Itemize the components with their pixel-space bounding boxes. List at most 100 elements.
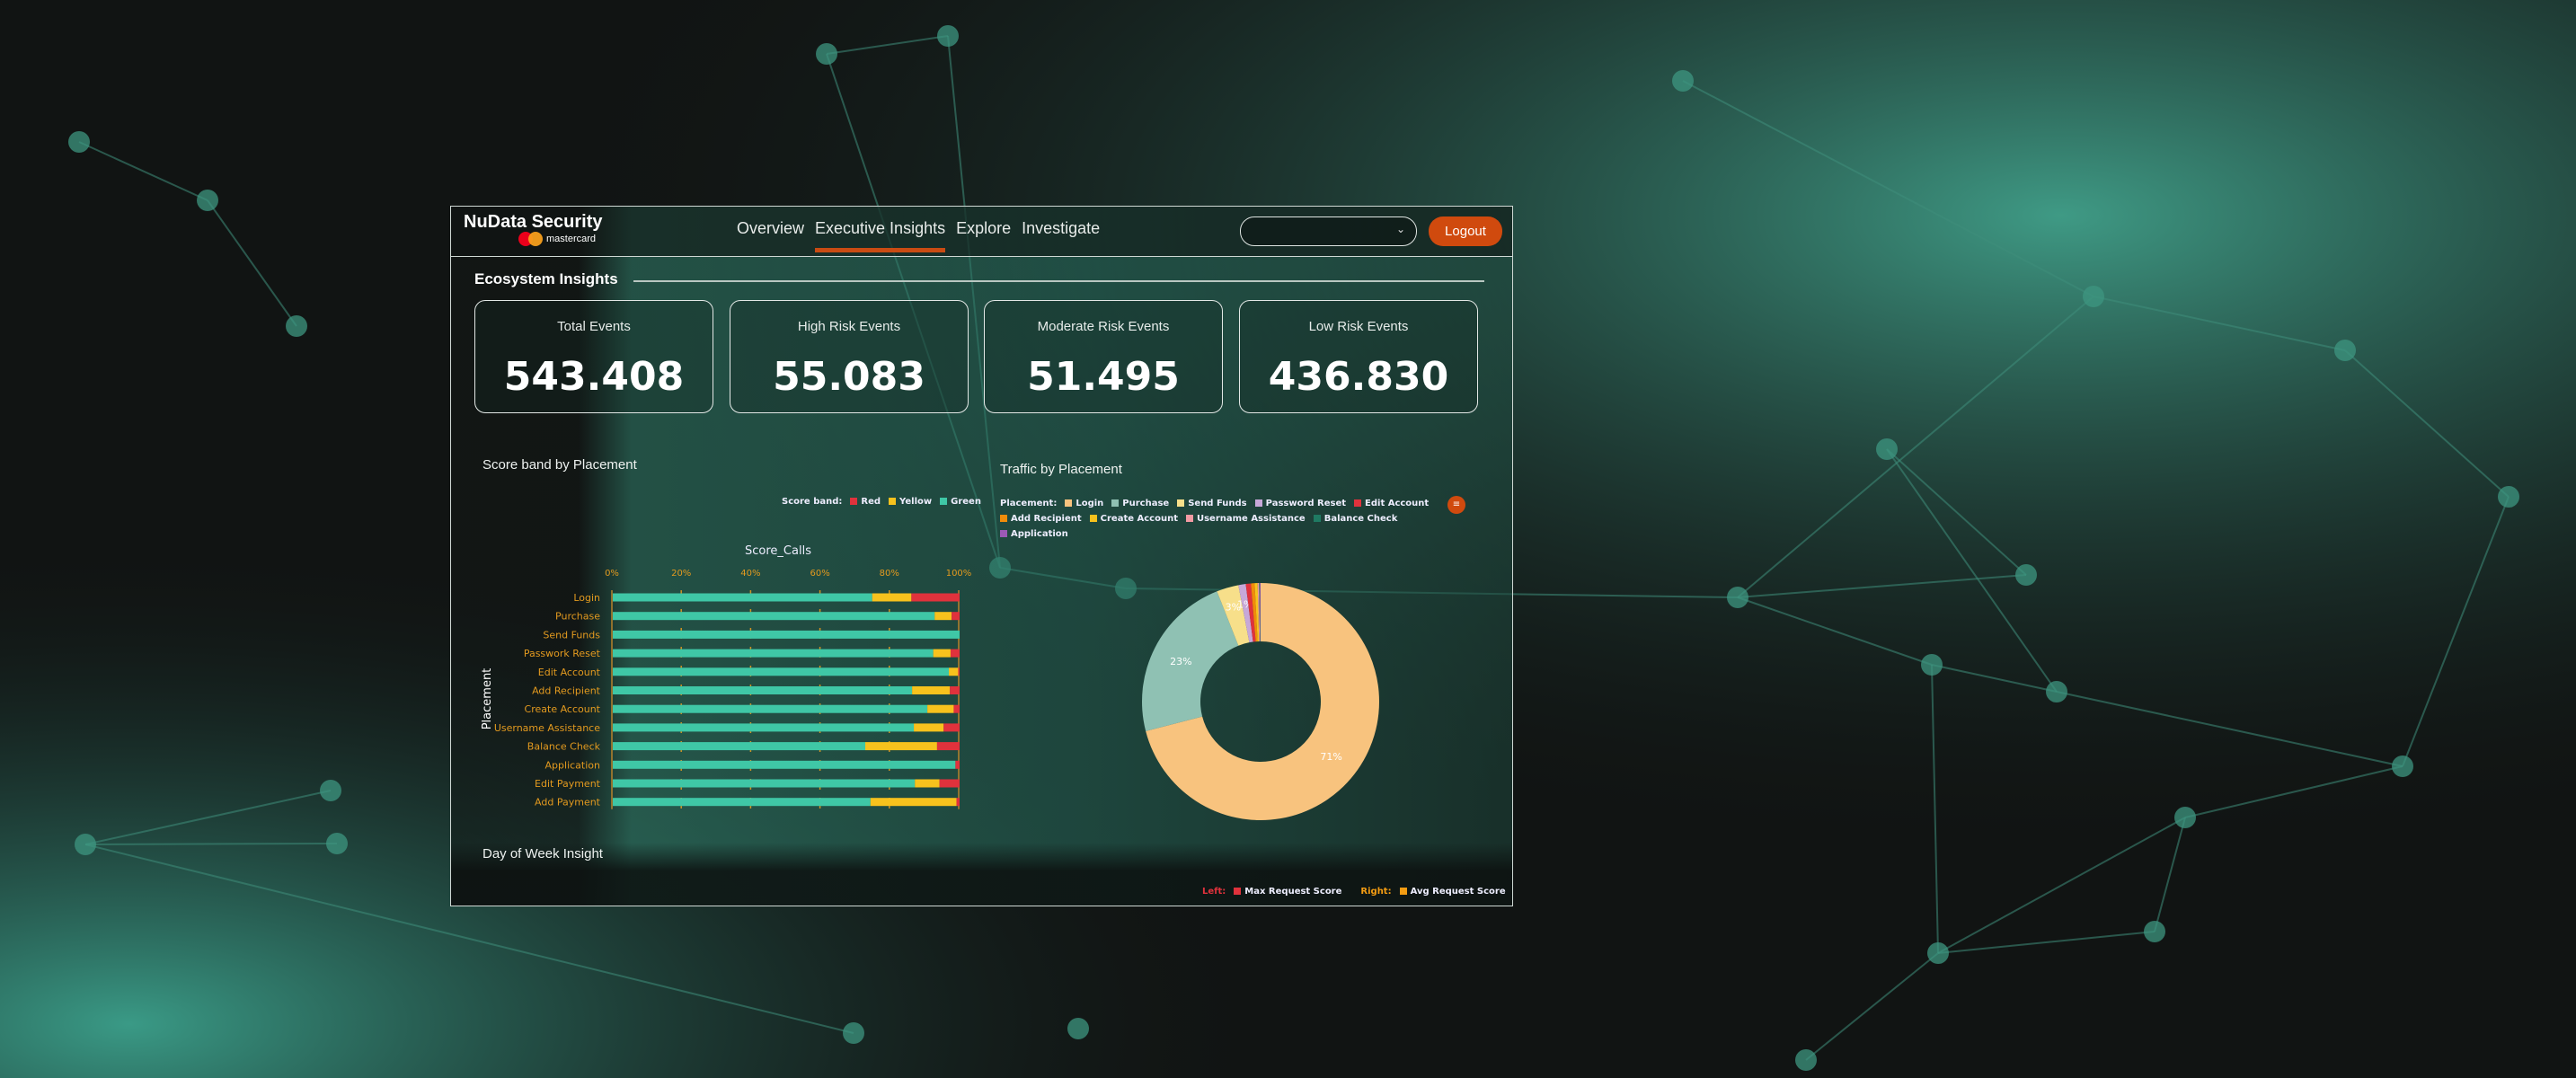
bar-yellow bbox=[933, 649, 951, 658]
main-nav: Overview Executive Insights Explore Inve… bbox=[737, 219, 1101, 252]
network-node bbox=[1727, 587, 1748, 608]
legend-item[interactable]: Edit Account bbox=[1354, 499, 1429, 508]
network-node bbox=[1795, 1049, 1817, 1071]
network-node bbox=[1927, 942, 1949, 964]
bar-green bbox=[613, 667, 950, 676]
bar-yellow bbox=[914, 723, 944, 732]
bar-yellow bbox=[934, 612, 952, 621]
legend-item[interactable]: Password Reset bbox=[1254, 499, 1346, 508]
filter-dropdown[interactable]: ⌄ bbox=[1240, 216, 1417, 246]
legend-swatch bbox=[940, 498, 948, 505]
donut-slice-balance-check bbox=[1259, 583, 1261, 642]
card-low-risk-events: Low Risk Events 436.830 bbox=[1239, 300, 1478, 413]
network-line bbox=[84, 790, 332, 845]
nav-explore[interactable]: Explore bbox=[956, 219, 1012, 237]
nav-investigate[interactable]: Investigate bbox=[1022, 219, 1101, 237]
network-line bbox=[84, 844, 854, 1034]
legend-swatch bbox=[1399, 888, 1407, 895]
legend-item[interactable]: Send Funds bbox=[1177, 499, 1247, 508]
legend-swatch bbox=[1111, 499, 1120, 507]
legend-text: Create Account bbox=[1100, 514, 1178, 524]
network-line bbox=[1886, 448, 2027, 576]
day-of-week-title: Day of Week Insight bbox=[482, 846, 603, 862]
legend-text: Max Request Score bbox=[1244, 887, 1342, 897]
card-value: 51.495 bbox=[1027, 354, 1180, 400]
bar-green bbox=[613, 686, 913, 694]
donut-slice-send-funds bbox=[1217, 585, 1250, 646]
brand-logo: NuData Security bbox=[464, 212, 603, 232]
donut-data-label: 3% bbox=[1226, 601, 1241, 613]
legend-item[interactable]: Balance Check bbox=[1313, 514, 1397, 524]
legend-item-avg: Avg Request Score bbox=[1399, 887, 1506, 897]
donut-slice-edit-account bbox=[1245, 583, 1256, 642]
x-tick-label: 60% bbox=[810, 569, 829, 579]
bar-green bbox=[613, 612, 935, 621]
legend-item-max: Max Request Score bbox=[1234, 887, 1341, 897]
y-tick-label: Edit Account bbox=[538, 667, 601, 678]
bar-red bbox=[950, 649, 960, 658]
card-label: Low Risk Events bbox=[1308, 319, 1409, 334]
network-line bbox=[1737, 296, 2094, 598]
legend-text: Application bbox=[1011, 529, 1068, 539]
y-tick-label: Edit Payment bbox=[535, 778, 601, 790]
card-label: High Risk Events bbox=[797, 319, 901, 334]
bottom-fade bbox=[451, 843, 1512, 906]
legend-item[interactable]: Yellow bbox=[889, 497, 932, 507]
network-line bbox=[2184, 765, 2403, 818]
network-line bbox=[1931, 664, 2058, 693]
legend-swatch bbox=[1000, 515, 1007, 522]
network-line bbox=[2344, 349, 2510, 498]
legend-item[interactable]: Create Account bbox=[1089, 514, 1178, 524]
donut-data-label: 71% bbox=[1320, 751, 1341, 763]
logout-button[interactable]: Logout bbox=[1429, 216, 1502, 246]
y-tick-label: Passwork Reset bbox=[524, 648, 601, 659]
legend-swatch bbox=[1313, 515, 1321, 522]
y-tick-label: Create Account bbox=[525, 703, 601, 715]
card-label: Moderate Risk Events bbox=[1037, 319, 1170, 334]
legend-swatch bbox=[1354, 499, 1362, 507]
card-total-events: Total Events 543.408 bbox=[474, 300, 713, 413]
legend-right-label: Right: bbox=[1360, 887, 1392, 897]
network-node bbox=[286, 315, 307, 337]
legend-swatch bbox=[1089, 515, 1097, 522]
bar-red bbox=[958, 667, 960, 676]
nav-overview[interactable]: Overview bbox=[737, 219, 805, 237]
bar-green bbox=[613, 649, 934, 658]
network-node bbox=[2334, 340, 2356, 361]
legend-text: Username Assistance bbox=[1196, 514, 1306, 524]
legend-item[interactable]: Green bbox=[940, 497, 981, 507]
bar-red bbox=[936, 742, 960, 751]
legend-item[interactable]: Login bbox=[1065, 499, 1103, 508]
network-node bbox=[2392, 755, 2413, 777]
bar-red bbox=[939, 779, 960, 788]
bar-green bbox=[613, 723, 915, 732]
x-tick-label: 40% bbox=[740, 569, 760, 579]
network-node bbox=[326, 833, 348, 854]
legend-item[interactable]: Add Recipient bbox=[1000, 514, 1082, 524]
legend-item[interactable]: Red bbox=[850, 497, 881, 507]
card-label: Total Events bbox=[557, 319, 631, 334]
y-tick-label: Balance Check bbox=[527, 741, 601, 753]
top-header: NuData Security mastercard Overview Exec… bbox=[451, 207, 1512, 257]
network-line bbox=[1682, 80, 2094, 297]
legend-title: Score band: bbox=[782, 497, 843, 507]
legend-item[interactable]: Application bbox=[1000, 529, 1068, 539]
donut-slice-username-assistance bbox=[1257, 583, 1261, 642]
legend-title: Placement: bbox=[1000, 499, 1058, 508]
legend-item[interactable]: Username Assistance bbox=[1185, 514, 1306, 524]
network-node bbox=[1921, 654, 1943, 676]
score-band-title: Score band by Placement bbox=[482, 457, 637, 473]
legend-item[interactable]: Purchase bbox=[1111, 499, 1169, 508]
legend-left-label: Left: bbox=[1202, 887, 1226, 897]
list-icon[interactable]: ≡ bbox=[1447, 496, 1465, 514]
legend-text: Login bbox=[1076, 499, 1104, 508]
donut-slice-create-account bbox=[1254, 583, 1260, 642]
bar-green bbox=[613, 760, 956, 769]
mastercard-text: mastercard bbox=[546, 234, 597, 244]
legend-text: Yellow bbox=[899, 497, 933, 507]
day-of-week-legend: Left: Max Request Score Right: Avg Reque… bbox=[1202, 887, 1506, 897]
legend-text: Avg Request Score bbox=[1410, 887, 1506, 897]
network-line bbox=[1805, 952, 1939, 1061]
nav-executive-insights[interactable]: Executive Insights bbox=[815, 219, 946, 252]
y-tick-label: Send Funds bbox=[543, 629, 600, 641]
